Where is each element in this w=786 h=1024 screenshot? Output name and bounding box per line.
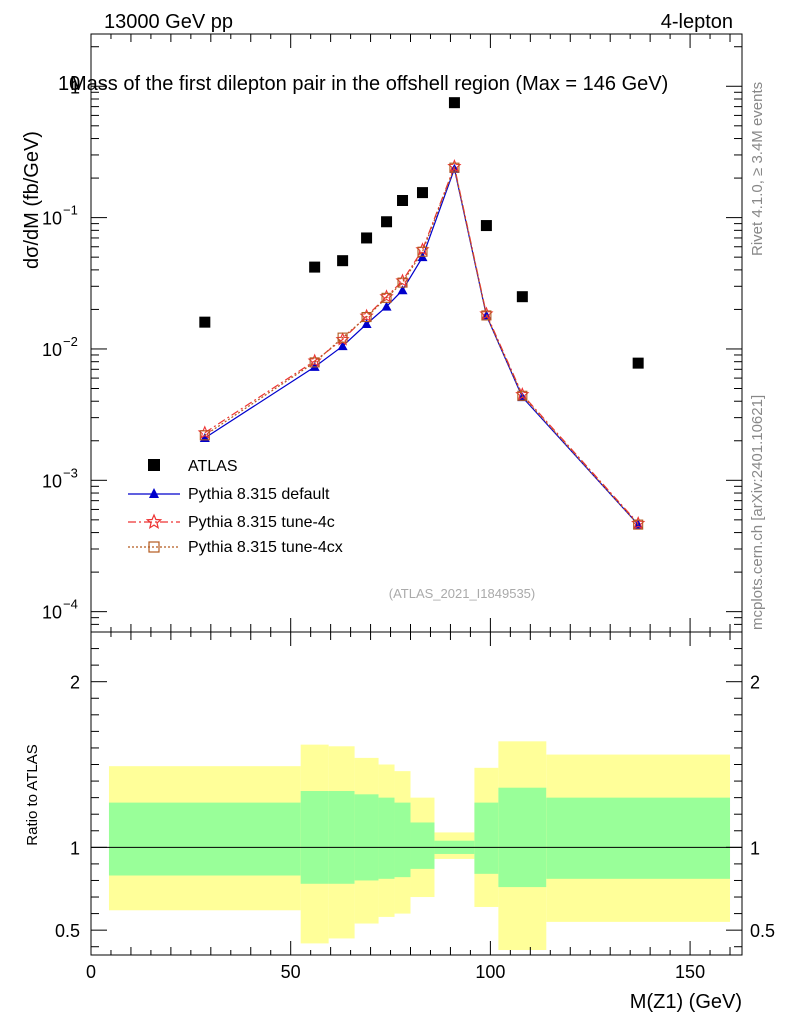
ratio-band-inner (410, 822, 435, 869)
x-tick-label: 0 (86, 962, 96, 982)
energy-label: 13000 GeV pp (104, 11, 233, 33)
legend-atlas-marker (148, 459, 160, 471)
x-tick-label: 50 (281, 962, 301, 982)
atlas-data-point (199, 316, 211, 328)
ratio-band-inner (546, 797, 731, 879)
marker-tune4cx (397, 277, 408, 288)
marker-default (381, 301, 392, 311)
y-tick-label-exponent: −1 (63, 203, 78, 218)
main-panel: 10 −410 −310 −210 −11 (ATLAS_2021_I1849535) (42, 33, 743, 633)
ratio-band-inner (498, 787, 547, 888)
ratio-frame (90, 631, 743, 956)
atlas-data-point (381, 216, 393, 228)
atlas-data-point (448, 97, 460, 109)
mcplots-label: mcplots.cern.ch [arXiv:2401.10621] (749, 395, 766, 630)
atlas-data-point (361, 232, 373, 244)
ratio-panel: 0 50 100 150 0.5 0.5 1 1 2 2 (55, 631, 775, 982)
marker-tune4cx (449, 162, 460, 173)
x-axis-label: M(Z1) (GeV) (630, 991, 742, 1013)
legend-tune4c-marker (145, 513, 163, 529)
legend: ATLAS Pythia 8.315 default Pythia 8.315 … (128, 458, 343, 556)
atlas-data-point (337, 255, 349, 267)
ratio-band-inner (300, 791, 329, 884)
y-tick-label-exponent: −2 (63, 334, 78, 349)
atlas-data-point (516, 291, 528, 303)
rivet-label: Rivet 4.1.0, ≥ 3.4M events (749, 82, 766, 256)
series-line-tune4c (204, 164, 639, 524)
marker-tune4cx (361, 311, 372, 323)
x-tick-label: 100 (475, 962, 505, 982)
y-axis-label: dσ/dM (fb/GeV) (21, 131, 43, 269)
y-tick-label-exponent: −3 (63, 465, 78, 480)
process-label: 4-lepton (661, 11, 733, 33)
atlas-data-point (397, 194, 409, 206)
marker-tune4cx (381, 292, 392, 303)
ratio-band-inner (108, 802, 301, 876)
y-tick-label: 1 (70, 77, 80, 97)
y-tick-label-base: 10 (42, 603, 62, 623)
y-top-label-overlap: 10 (58, 73, 80, 95)
y-tick-label-base: 10 (42, 471, 62, 491)
ratio-tick-label-right: 1 (750, 838, 760, 858)
atlas-data-point (632, 357, 644, 369)
marker-tune4cx (417, 246, 428, 257)
marker-tune4cx (337, 332, 348, 343)
ratio-tick-label-right: 2 (750, 673, 760, 693)
y-tick-label-base: 10 (42, 209, 62, 229)
marker-default (397, 285, 408, 295)
x-tick-label: 150 (675, 962, 705, 982)
ratio-tick-label-right: 0.5 (750, 921, 775, 941)
atlas-data-point (480, 220, 492, 232)
legend-atlas-label: ATLAS (188, 458, 238, 475)
atlas-data-point (416, 187, 428, 199)
y-tick-label-exponent: −4 (63, 597, 78, 612)
legend-default-marker (149, 488, 159, 498)
marker-tune4cx (309, 357, 320, 368)
ratio-band-inner (328, 791, 355, 884)
legend-tune4c-label: Pythia 8.315 tune-4c (188, 514, 335, 531)
marker-default (361, 318, 372, 328)
marker-tune4cx (481, 310, 492, 321)
atlas-data-point (309, 261, 321, 273)
ratio-band-inner (354, 794, 379, 881)
y-tick-label-base: 10 (42, 340, 62, 360)
marker-tune4cx (633, 519, 644, 530)
analysis-watermark: (ATLAS_2021_I1849535) (389, 586, 535, 601)
series-line-tune4cx (204, 165, 639, 526)
marker-tune4cx (517, 390, 528, 401)
plot-title: Mass of the first dilepton pair in the o… (70, 73, 668, 95)
ratio-band-inner (474, 802, 499, 874)
legend-default-label: Pythia 8.315 default (188, 486, 330, 503)
ratio-tick-label-left: 0.5 (55, 921, 80, 941)
ratio-tick-label-left: 2 (70, 673, 80, 693)
ratio-band-inner (378, 797, 395, 879)
ratio-y-axis-label: Ratio to ATLAS (24, 744, 41, 845)
ratio-tick-label-left: 1 (70, 838, 80, 858)
ratio-band-inner (394, 802, 411, 878)
legend-tune4cx-marker (148, 541, 160, 553)
series-line-default (204, 166, 639, 526)
legend-tune4cx-label: Pythia 8.315 tune-4cx (188, 539, 343, 556)
marker-default (337, 341, 348, 351)
marker-tune4cx (199, 430, 210, 441)
